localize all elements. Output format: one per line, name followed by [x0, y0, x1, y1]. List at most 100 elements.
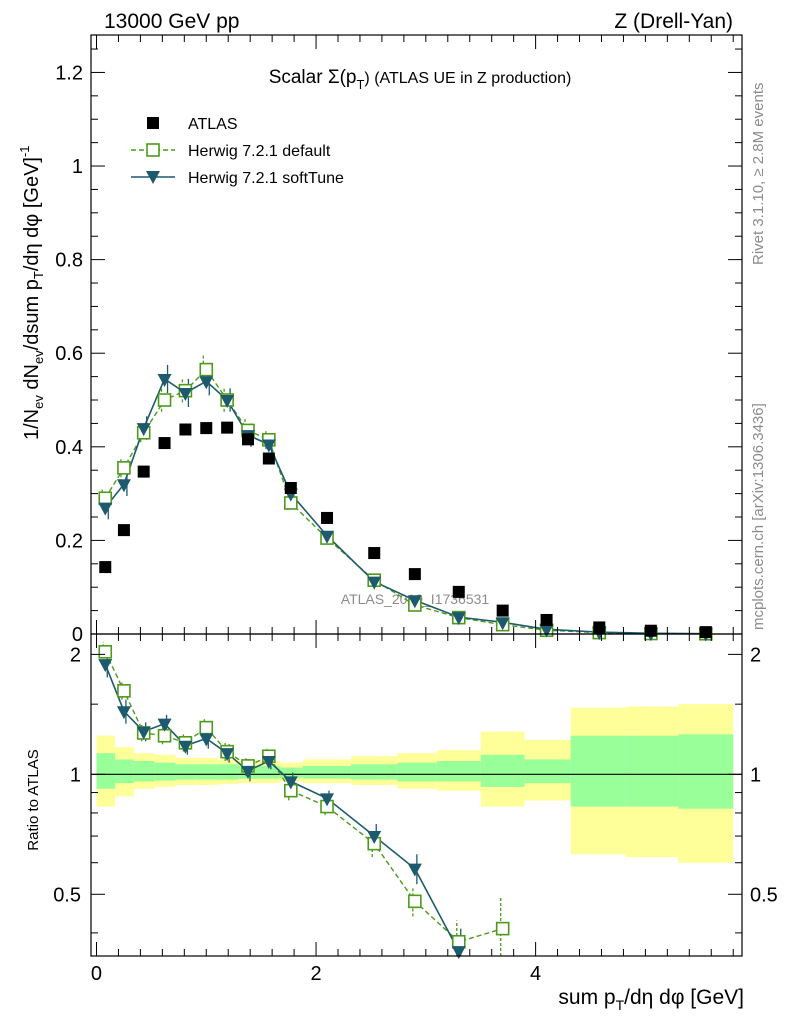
ratio-frame	[90, 633, 743, 957]
atlas-marker	[117, 524, 130, 537]
soft-marker	[116, 479, 131, 493]
title-rest: ) (ATLAS UE in Z production)	[364, 70, 571, 87]
xtick-label: 4	[530, 963, 541, 985]
band-inner	[195, 764, 218, 780]
ratio-default-line	[104, 651, 503, 943]
legend-default-label: Herwig 7.2.1 default	[188, 143, 331, 160]
ratio-data	[98, 641, 510, 960]
soft-marker	[320, 530, 335, 544]
atlas-marker	[284, 481, 297, 494]
ratio-soft-marker	[178, 740, 193, 754]
ratio-soft-marker	[261, 756, 276, 770]
default-marker	[98, 491, 113, 506]
mcplots-label: mcplots.cern.ch [arXiv:1306.3436]	[750, 403, 767, 630]
atlas-marker	[321, 511, 334, 524]
ratio-soft-marker	[320, 793, 335, 807]
chart-title: Scalar Σ(pT) (ATLAS UE in Z production)	[269, 67, 572, 92]
atlas-marker	[452, 585, 465, 598]
soft-marker	[367, 576, 382, 590]
soft-line	[104, 377, 706, 635]
title-main: Scalar Σ(p	[269, 67, 357, 88]
ratio-soft-marker	[451, 946, 466, 960]
ratio-default-marker	[451, 934, 466, 949]
legend: ATLAS Herwig 7.2.1 default Herwig 7.2.1 …	[131, 116, 344, 187]
ratio-axes: 0 2 40.5 0.51 12 2	[53, 35, 778, 985]
atlas-marker	[496, 604, 509, 617]
soft-marker	[98, 502, 113, 516]
ratio-default-marker	[408, 894, 422, 909]
soft-marker	[261, 439, 276, 453]
ratio-ytick-label: 2	[70, 644, 81, 666]
ratio-ytick-label-right: 2	[750, 644, 761, 666]
soft-marker	[407, 595, 422, 609]
atlas-marker	[200, 422, 213, 435]
ratio-soft-marker	[116, 706, 131, 720]
ratio-ytick-label: 0.5	[53, 884, 81, 906]
band-inner	[436, 761, 481, 782]
ratio-soft-marker	[240, 765, 255, 779]
legend-atlas-marker	[147, 117, 159, 129]
band-inner	[115, 759, 134, 784]
title-sub: T	[356, 77, 364, 92]
xlabel-rest: /dη dφ [GeV]	[624, 986, 744, 1009]
main-ytick-label: 0	[72, 624, 83, 646]
band-inner	[96, 753, 116, 789]
main-ytick-label: 0.2	[55, 530, 83, 552]
ratio-soft-marker	[199, 733, 214, 747]
atlas-marker	[241, 433, 254, 446]
main-ytick-label: 1	[72, 156, 83, 178]
legend-soft-marker	[146, 171, 160, 184]
band-inner	[217, 764, 239, 780]
rivet-label: Rivet 3.1.10, ≥ 2.8M events	[750, 83, 767, 266]
band-inner	[397, 762, 437, 782]
default-marker	[199, 362, 214, 377]
atlas-marker	[368, 547, 381, 560]
xtick-label: 0	[91, 963, 102, 985]
ratio-default-marker	[117, 684, 131, 698]
band-inner	[625, 735, 679, 807]
soft-marker	[178, 387, 193, 401]
main-data	[98, 355, 713, 642]
ratio-soft-marker	[407, 863, 422, 877]
band-inner	[133, 761, 155, 782]
band-inner	[175, 764, 196, 780]
main-ylabel: 1/Nev dNev/dsum pT/dη dφ [GeV]-1	[17, 145, 46, 440]
atlas-marker	[540, 613, 553, 626]
ratio-soft-marker	[367, 831, 382, 845]
soft-marker	[220, 395, 235, 409]
default-marker	[117, 461, 131, 475]
main-ytick-label: 0.6	[55, 343, 83, 365]
ratio-bands	[91, 704, 742, 863]
atlas-marker	[593, 621, 606, 634]
default-marker	[157, 393, 172, 407]
atlas-marker	[262, 452, 275, 465]
band-inner	[154, 762, 176, 781]
ratio-ytick-label: 1	[70, 764, 81, 786]
ratio-soft-line	[104, 663, 460, 952]
ratio-default-marker	[199, 720, 214, 735]
band-inner	[480, 754, 525, 787]
header-process: Z (Drell-Yan)	[614, 10, 733, 33]
main-ytick-label: 0.8	[55, 250, 83, 272]
ratio-soft-marker	[136, 726, 151, 740]
band-inner	[279, 767, 303, 778]
atlas-marker	[99, 561, 112, 574]
ratio-default-marker	[98, 645, 113, 659]
main-ytick-label: 1.2	[55, 62, 83, 84]
ratio-soft-marker	[220, 748, 235, 762]
ratio-ytick-label-right: 0.5	[750, 884, 778, 906]
atlas-marker	[644, 624, 657, 637]
band-inner	[258, 765, 280, 779]
soft-marker	[451, 612, 466, 626]
ratio-default-marker	[495, 921, 510, 936]
atlas-marker	[158, 437, 171, 450]
ratio-soft-marker	[157, 718, 172, 732]
xtick-label: 2	[310, 963, 321, 985]
ratio-soft-marker	[283, 776, 298, 790]
soft-marker	[495, 617, 510, 631]
band-inner	[570, 735, 626, 807]
band-inner	[524, 759, 571, 784]
legend-default-marker	[146, 143, 160, 157]
atlas-marker	[699, 626, 712, 639]
soft-marker	[539, 624, 554, 638]
